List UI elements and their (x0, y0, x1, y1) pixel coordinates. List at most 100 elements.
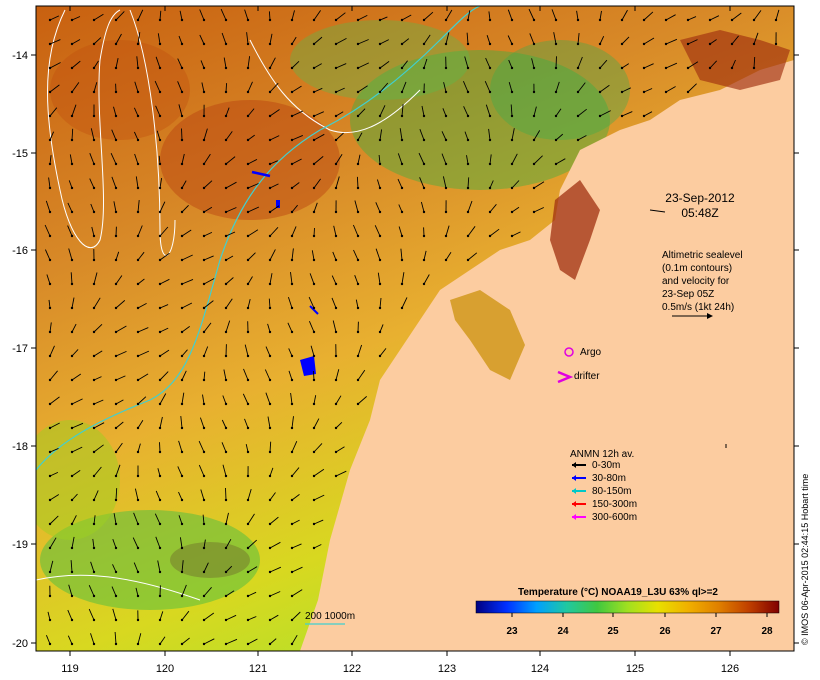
velocity-arrow (399, 128, 403, 141)
velocity-arrow (93, 60, 99, 69)
velocity-arrow (511, 231, 521, 237)
velocity-arrow (291, 36, 297, 45)
velocity-origin (246, 210, 250, 214)
velocity-arrow (291, 110, 304, 117)
velocity-arrow (731, 35, 739, 45)
velocity-arrow (225, 614, 237, 621)
velocity-arrow (93, 515, 96, 525)
velocity-origin (202, 258, 206, 262)
velocity-origin (224, 306, 228, 310)
velocity-arrow (313, 395, 317, 405)
velocity-arrow (115, 488, 118, 501)
velocity-origin (510, 162, 514, 166)
velocity-arrow (110, 153, 117, 165)
velocity-origin (180, 498, 184, 502)
velocity-arrow (441, 153, 447, 165)
velocity-arrow (401, 297, 408, 309)
velocity-arrow (643, 11, 654, 21)
velocity-origin (48, 474, 52, 478)
velocity-origin (70, 594, 74, 598)
velocity-arrow (354, 200, 359, 213)
velocity-arrow (555, 56, 557, 69)
velocity-origin (114, 426, 118, 430)
velocity-origin (246, 354, 250, 358)
velocity-arrow (643, 37, 655, 45)
velocity-origin (312, 18, 316, 22)
velocity-origin (158, 282, 162, 286)
velocity-arrow (133, 131, 139, 141)
velocity-arrow (71, 493, 78, 501)
anmn-arrow-icon (572, 462, 576, 468)
velocity-origin (422, 282, 426, 286)
colorbar-tick-label: 24 (557, 626, 569, 637)
velocity-origin (532, 90, 536, 94)
velocity-origin (114, 378, 118, 382)
velocity-origin (268, 474, 272, 478)
velocity-arrow (225, 487, 227, 501)
credit-text: © IMOS 06-Apr-2015 02:44:15 Hobart time (800, 474, 810, 645)
time-label: 05:48Z (681, 206, 718, 220)
velocity-arrow (269, 638, 277, 645)
velocity-arrow (267, 323, 271, 333)
velocity-origin (202, 210, 206, 214)
velocity-origin (290, 354, 294, 358)
velocity-arrow (464, 56, 469, 69)
colorbar-tick-label: 25 (607, 626, 619, 637)
velocity-arrow (45, 635, 51, 645)
velocity-arrow (291, 204, 298, 213)
velocity-origin (70, 66, 74, 70)
velocity-arrow (154, 513, 161, 525)
velocity-arrow (375, 202, 381, 213)
velocity-origin (466, 114, 470, 118)
velocity-origin (70, 306, 74, 310)
velocity-arrow (179, 10, 183, 21)
velocity-origin (290, 426, 294, 430)
velocity-arrow (134, 153, 139, 165)
velocity-origin (290, 18, 294, 22)
velocity-arrow (178, 440, 183, 453)
velocity-arrow (466, 32, 469, 45)
velocity-origin (224, 162, 228, 166)
velocity-arrow (423, 34, 431, 45)
velocity-origin (48, 354, 52, 358)
velocity-arrow (379, 16, 388, 21)
velocity-arrow (90, 561, 95, 573)
velocity-origin (356, 138, 360, 142)
velocity-origin (136, 642, 140, 646)
velocity-origin (70, 258, 74, 262)
velocity-arrow (111, 129, 117, 141)
velocity-arrow (203, 180, 213, 189)
velocity-arrow (67, 609, 73, 621)
velocity-arrow (113, 201, 117, 213)
drifter-track (251, 170, 271, 178)
velocity-origin (224, 210, 228, 214)
velocity-origin (114, 594, 118, 598)
velocity-arrow (181, 128, 183, 141)
velocity-origin (444, 114, 448, 118)
velocity-arrow (71, 515, 77, 525)
velocity-arrow (242, 393, 249, 405)
velocity-arrow (335, 132, 344, 141)
velocity-origin (114, 114, 118, 118)
velocity-origin (554, 42, 558, 46)
velocity-arrow (200, 60, 205, 69)
velocity-origin (334, 162, 338, 166)
velocity-origin (664, 18, 668, 22)
velocity-arrow (464, 131, 469, 141)
velocity-arrow (111, 176, 117, 189)
velocity-origin (620, 66, 624, 70)
velocity-origin (422, 114, 426, 118)
velocity-origin (114, 66, 118, 70)
date-pointer (649, 209, 666, 213)
velocity-origin (290, 306, 294, 310)
velocity-arrow (181, 153, 185, 165)
velocity-arrow (332, 251, 337, 261)
velocity-arrow (90, 203, 95, 213)
velocity-arrow (291, 519, 300, 525)
velocity-arrow (621, 36, 630, 45)
velocity-arrow (203, 587, 212, 597)
velocity-arrow (599, 36, 605, 45)
velocity-origin (136, 42, 140, 46)
x-tick-label: 120 (156, 663, 174, 675)
velocity-origin (92, 594, 96, 598)
